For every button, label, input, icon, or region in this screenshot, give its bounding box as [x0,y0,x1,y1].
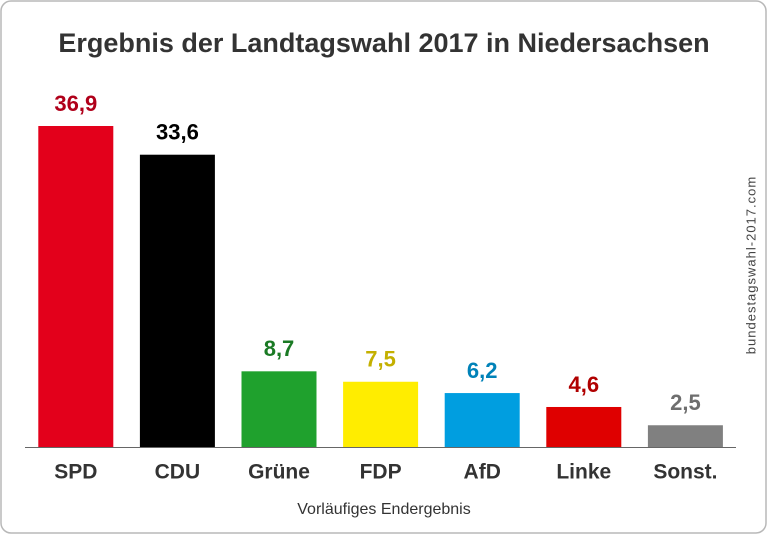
x-tick-label: Linke [556,461,611,484]
value-label: 36,9 [54,91,97,116]
value-label: 4,6 [569,372,600,397]
x-tick-label: Sonst. [653,461,717,484]
bar [647,425,723,447]
value-label: 8,7 [264,336,295,361]
x-tick-label: SPD [54,461,97,484]
value-label: 2,5 [670,390,701,415]
bar [343,381,419,447]
value-label: 7,5 [365,347,396,372]
watermark: bundestagswahl-2017.com [743,176,758,354]
chart-subtitle: Vorläufiges Endergebnis [297,501,470,518]
bar [139,154,215,447]
x-tick-label: FDP [360,461,402,484]
x-tick-label: CDU [155,461,201,484]
bar [38,126,114,447]
bar [444,393,520,447]
chart-title: Ergebnis der Landtagswahl 2017 in Nieder… [58,28,709,58]
bar [241,371,317,447]
x-tick-label: AfD [464,461,501,484]
value-label: 33,6 [156,120,199,145]
bar [546,406,622,447]
x-tick-label: Grüne [248,461,310,484]
value-label: 6,2 [467,358,498,383]
